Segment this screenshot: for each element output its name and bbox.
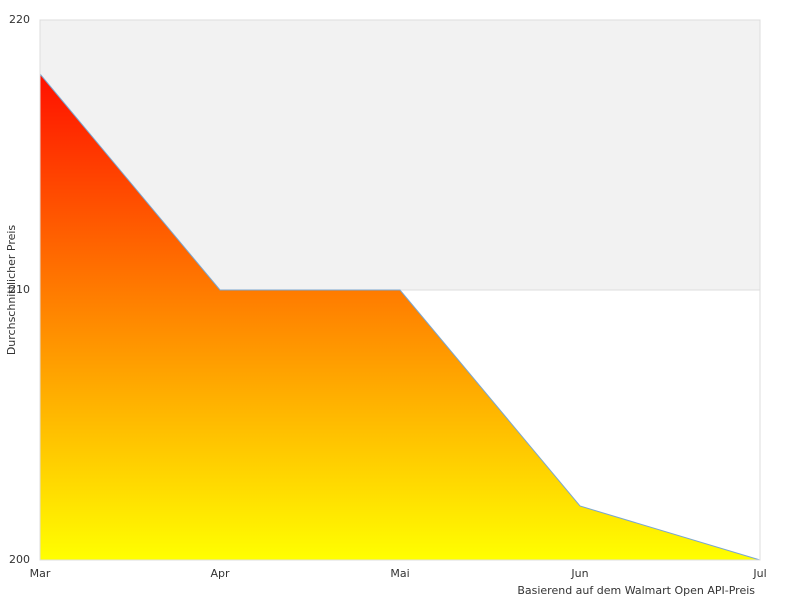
area-line — [39, 73, 761, 561]
x-tick-label: Jul — [752, 567, 766, 580]
area — [40, 74, 760, 560]
x-tick-label: Mai — [390, 567, 409, 580]
x-tick-label: Mar — [30, 567, 51, 580]
footnote: Basierend auf dem Walmart Open API-Preis — [517, 584, 755, 597]
y-tick-label: 200 — [9, 553, 30, 566]
y-axis-label: Durchschnittlicher Preis — [5, 225, 18, 356]
y-tick-label: 220 — [9, 13, 30, 26]
x-tick-label: Apr — [210, 567, 230, 580]
x-tick-label: Jun — [570, 567, 588, 580]
plot-border — [39, 19, 761, 561]
y-tick-label: 210 — [9, 283, 30, 296]
